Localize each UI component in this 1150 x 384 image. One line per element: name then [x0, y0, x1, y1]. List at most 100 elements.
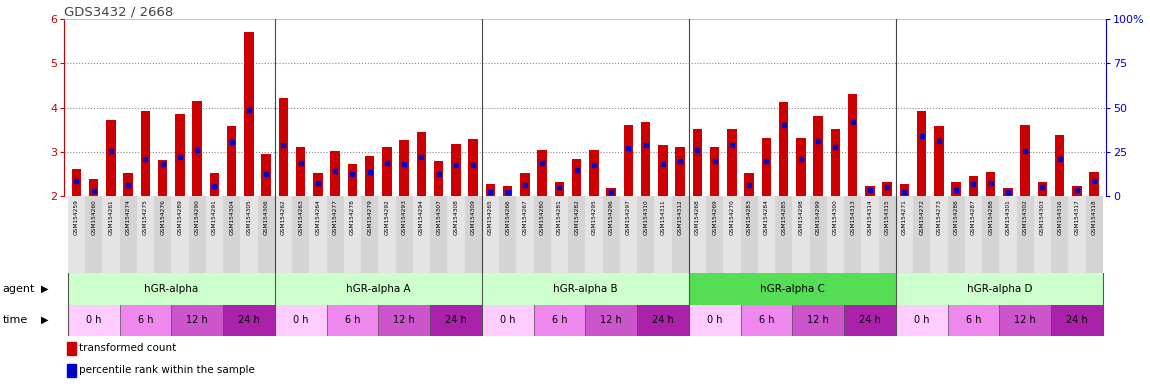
Bar [1089, 172, 1099, 196]
Bar [568, 196, 585, 273]
Text: GSM154266: GSM154266 [505, 199, 511, 235]
Bar [1072, 187, 1082, 196]
Text: GSM154277: GSM154277 [332, 199, 338, 235]
Bar [710, 147, 720, 196]
Bar [516, 196, 534, 273]
Text: hGR-alpha D: hGR-alpha D [967, 284, 1032, 294]
Text: GSM154275: GSM154275 [143, 199, 148, 235]
Text: GSM154286: GSM154286 [953, 199, 959, 235]
Text: GSM154303: GSM154303 [1040, 199, 1045, 235]
Bar [848, 94, 858, 196]
Text: 24 h: 24 h [238, 315, 260, 325]
Bar [520, 173, 530, 196]
Bar [741, 196, 758, 273]
Bar [792, 196, 810, 273]
Text: GSM154305: GSM154305 [246, 199, 252, 235]
Bar [482, 273, 689, 305]
Text: GSM154312: GSM154312 [677, 199, 683, 235]
Bar [209, 173, 220, 196]
Bar [1055, 135, 1065, 196]
Bar [968, 176, 979, 196]
Bar [378, 305, 430, 336]
Bar [396, 196, 413, 273]
Text: GSM154262: GSM154262 [281, 199, 286, 235]
Bar [810, 196, 827, 273]
Bar [727, 129, 737, 196]
Bar [227, 126, 237, 196]
Text: 24 h: 24 h [859, 315, 881, 325]
Bar [896, 196, 913, 273]
Text: GSM154289: GSM154289 [177, 199, 183, 235]
Bar [572, 159, 582, 196]
Bar [948, 196, 965, 273]
Bar [416, 132, 427, 196]
Bar [706, 196, 723, 273]
Bar [1086, 196, 1103, 273]
Bar [451, 144, 461, 196]
Bar [382, 147, 392, 196]
Text: 0 h: 0 h [500, 315, 515, 325]
Text: ▶: ▶ [41, 284, 49, 294]
Bar [278, 98, 289, 196]
Text: GSM154261: GSM154261 [108, 199, 114, 235]
Text: GSM154306: GSM154306 [263, 199, 269, 235]
Text: GSM154272: GSM154272 [919, 199, 925, 235]
Bar [844, 305, 896, 336]
Bar [434, 161, 444, 196]
Bar [261, 154, 271, 196]
Bar [1068, 196, 1086, 273]
Text: GSM154264: GSM154264 [315, 199, 321, 235]
Bar [792, 305, 844, 336]
Text: GSM154313: GSM154313 [850, 199, 856, 235]
Text: GSM154288: GSM154288 [988, 199, 994, 235]
Bar [637, 196, 654, 273]
Bar [154, 196, 171, 273]
Bar [775, 196, 792, 273]
Bar [102, 196, 120, 273]
Bar [723, 196, 741, 273]
Bar [223, 305, 275, 336]
Text: GSM154295: GSM154295 [591, 199, 597, 235]
Bar [327, 305, 378, 336]
Bar [485, 184, 496, 196]
Bar [482, 196, 499, 273]
Bar [982, 196, 999, 273]
Bar [603, 196, 620, 273]
Bar [240, 196, 258, 273]
Text: GDS3432 / 2668: GDS3432 / 2668 [64, 6, 174, 19]
Bar [554, 182, 565, 196]
Text: 12 h: 12 h [1014, 315, 1036, 325]
Text: GSM154298: GSM154298 [798, 199, 804, 235]
Bar [206, 196, 223, 273]
Text: GSM154292: GSM154292 [384, 199, 390, 235]
Bar [85, 196, 102, 273]
Bar [813, 116, 823, 196]
Text: GSM154273: GSM154273 [936, 199, 942, 235]
Bar [1020, 124, 1030, 196]
Bar [758, 196, 775, 273]
Bar [689, 305, 741, 336]
Text: transformed count: transformed count [79, 343, 176, 353]
Bar [175, 114, 185, 196]
Text: GSM154311: GSM154311 [660, 199, 666, 235]
Bar [675, 147, 685, 196]
Bar [140, 111, 151, 196]
Bar [1034, 196, 1051, 273]
Bar [948, 305, 999, 336]
Bar [120, 305, 171, 336]
Text: agent: agent [2, 284, 34, 294]
Text: GSM154304: GSM154304 [229, 199, 235, 235]
Bar [896, 305, 948, 336]
Bar [827, 196, 844, 273]
Bar [430, 196, 447, 273]
Bar [965, 196, 982, 273]
Bar [71, 169, 82, 196]
Bar [620, 196, 637, 273]
Bar [692, 129, 703, 196]
Bar [917, 111, 927, 196]
Bar [934, 126, 944, 196]
Bar [499, 196, 516, 273]
Text: 0 h: 0 h [293, 315, 308, 325]
Bar [468, 139, 478, 196]
Bar [67, 364, 76, 377]
